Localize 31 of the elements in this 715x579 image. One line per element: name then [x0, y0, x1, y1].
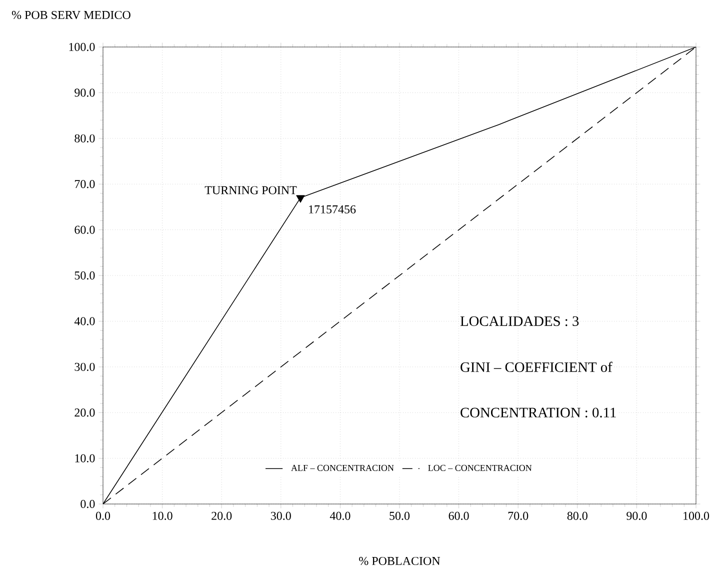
x-axis-title: % POBLACION: [359, 556, 440, 566]
x-tick-label: 70.0: [508, 512, 528, 520]
y-tick-label: 40.0: [74, 317, 95, 326]
y-tick-label: 100.0: [69, 42, 95, 52]
annotation: TURNING POINT: [204, 186, 297, 194]
y-tick-label: 20.0: [74, 408, 95, 417]
legend-label: LOC – CONCENTRACION: [428, 464, 532, 471]
annotation: LOCALIDADES : 3: [460, 316, 579, 326]
y-tick-label: 70.0: [74, 180, 95, 188]
y-axis-title: % POB SERV MEDICO: [12, 10, 130, 20]
y-tick-label: 50.0: [74, 271, 95, 280]
x-tick-label: 0.0: [96, 512, 110, 520]
x-tick-label: 10.0: [152, 512, 172, 520]
y-tick-label: 30.0: [74, 362, 95, 371]
x-tick-label: 40.0: [330, 512, 350, 520]
x-tick-label: 20.0: [212, 512, 232, 520]
y-tick-label: 60.0: [74, 226, 95, 234]
y-tick-label: 10.0: [75, 454, 95, 462]
legend-label: ALF – CONCENTRACION: [291, 464, 394, 471]
annotation: GINI – COEFFICIENT of: [460, 362, 612, 372]
x-tick-label: 60.0: [448, 512, 469, 520]
x-tick-label: 80.0: [567, 512, 588, 520]
x-tick-label: 50.0: [390, 512, 410, 520]
annotation: CONCENTRATION : 0.11: [460, 408, 616, 418]
x-tick-label: 30.0: [270, 512, 291, 520]
y-tick-label: 0.0: [80, 500, 95, 508]
x-tick-label: 100.0: [684, 512, 710, 520]
annotation: 17157456: [309, 205, 356, 214]
y-tick-label: 90.0: [74, 88, 95, 97]
y-tick-label: 80.0: [74, 134, 95, 142]
x-tick-label: 90.0: [626, 512, 647, 520]
